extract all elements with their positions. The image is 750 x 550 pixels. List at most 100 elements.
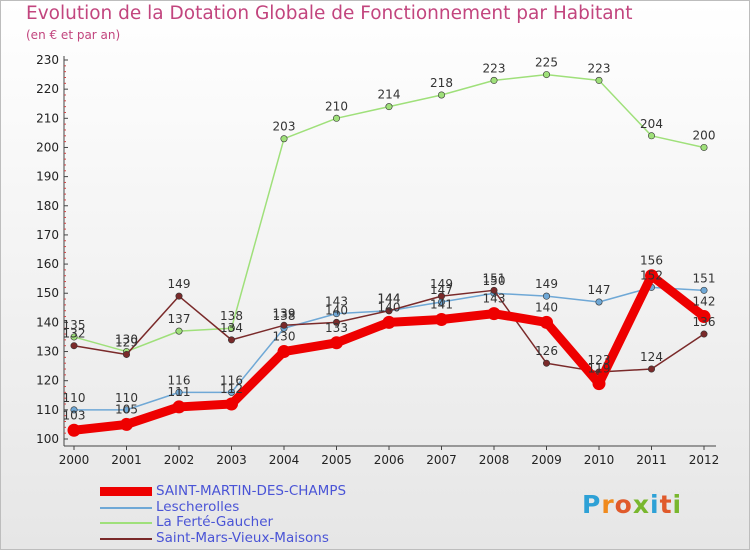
data-label: 140 <box>535 300 558 314</box>
chart-title: Evolution de la Dotation Globale de Fonc… <box>26 3 633 24</box>
data-label: 129 <box>115 335 138 349</box>
data-label: 144 <box>378 292 401 306</box>
data-label: 124 <box>640 350 663 364</box>
data-label: 134 <box>220 321 243 335</box>
logo-letter: t <box>659 490 673 519</box>
y-tick-label: 220 <box>36 82 59 96</box>
data-label: 200 <box>693 128 716 142</box>
x-tick-label: 2012 <box>689 453 720 467</box>
x-tick-label: 2010 <box>584 453 615 467</box>
chart-subtitle: (en € et par an) <box>26 28 121 42</box>
data-label: 136 <box>693 315 716 329</box>
legend-swatch-saint-mars <box>100 537 152 540</box>
data-label: 130 <box>115 333 138 347</box>
data-point <box>592 377 606 391</box>
data-point <box>697 310 711 324</box>
x-tick-label: 2004 <box>269 453 300 467</box>
y-tick-label: 210 <box>36 111 59 125</box>
data-label: 112 <box>220 382 243 396</box>
data-point <box>542 71 550 79</box>
series-lines <box>67 71 711 437</box>
data-point <box>175 292 183 300</box>
x-tick-label: 2002 <box>164 453 195 467</box>
data-point <box>70 406 78 414</box>
data-point <box>490 76 498 84</box>
data-label: 150 <box>483 274 506 288</box>
data-point <box>120 417 133 431</box>
data-label: 225 <box>535 56 558 70</box>
data-point <box>70 342 78 350</box>
data-point <box>437 91 445 99</box>
data-label: 144 <box>378 292 401 306</box>
legend-label-saint-mars: Saint-Mars-Vieux-Maisons <box>156 529 329 546</box>
y-tick-label: 130 <box>36 345 59 359</box>
logo-letter: P <box>582 490 602 519</box>
data-point <box>330 336 343 350</box>
data-point <box>123 406 131 414</box>
data-point <box>700 286 708 294</box>
data-labels: 135 130 137 138 203 210 214 218 223 225 223 204 200 1… <box>63 56 716 423</box>
data-label: 156 <box>640 254 663 268</box>
data-label: 151 <box>483 271 506 285</box>
data-point <box>175 327 183 335</box>
data-point <box>647 365 655 373</box>
logo-letter: x <box>632 490 650 519</box>
data-label: 147 <box>430 283 453 297</box>
data-point <box>540 315 553 329</box>
data-point <box>172 400 186 414</box>
y-tick-label: 200 <box>36 140 59 154</box>
x-tick-label: 2000 <box>59 453 90 467</box>
data-point <box>175 388 183 396</box>
data-label: 149 <box>430 277 453 291</box>
logo-letter: o <box>614 490 633 519</box>
legend-swatch-saint-martin <box>100 487 152 496</box>
x-tick-label: 2003 <box>216 453 247 467</box>
data-label: 119 <box>588 362 611 376</box>
data-label: 135 <box>63 318 86 332</box>
data-point <box>645 269 658 283</box>
data-point <box>700 143 708 151</box>
data-label: 149 <box>535 277 558 291</box>
data-point <box>542 359 550 367</box>
y-tick-label: 170 <box>36 228 59 242</box>
data-label: 223 <box>588 61 611 75</box>
logo-letter: i <box>650 490 660 519</box>
legend-label-la-ferte-gaucher: La Ferté-Gaucher <box>156 514 274 530</box>
data-label: 210 <box>325 99 348 113</box>
data-label: 116 <box>168 373 191 387</box>
data-label: 133 <box>325 321 348 335</box>
y-tick-label: 110 <box>36 403 59 417</box>
data-point <box>490 286 498 294</box>
y-tick-label: 150 <box>36 286 59 300</box>
data-point <box>332 114 340 122</box>
data-point <box>280 321 288 329</box>
x-tick-label: 2001 <box>111 453 142 467</box>
data-label: 140 <box>378 300 401 314</box>
data-label: 138 <box>220 309 243 323</box>
x-tick-label: 2005 <box>321 453 352 467</box>
data-label: 126 <box>535 344 558 358</box>
data-label: 143 <box>483 292 506 306</box>
data-point <box>435 312 448 326</box>
legend-swatch-la-ferte-gaucher <box>100 522 152 524</box>
data-point <box>332 318 340 326</box>
data-label: 123 <box>588 353 611 367</box>
data-point <box>595 298 603 306</box>
proxiti-logo: Proxiti <box>582 490 682 519</box>
data-label: 130 <box>273 330 296 344</box>
x-tick-label: 2006 <box>374 453 405 467</box>
data-point <box>332 310 340 318</box>
x-tick-label: 2009 <box>531 453 562 467</box>
data-label: 139 <box>273 306 296 320</box>
data-point <box>487 307 501 321</box>
data-point <box>70 333 78 341</box>
data-label: 137 <box>168 312 191 326</box>
data-label: 116 <box>220 373 243 387</box>
data-label: 138 <box>273 309 296 323</box>
data-label: 105 <box>115 402 138 416</box>
data-label: 214 <box>378 88 401 102</box>
data-label: 152 <box>640 268 663 282</box>
legend-label-lescherolles: Lescherolles <box>156 498 240 515</box>
